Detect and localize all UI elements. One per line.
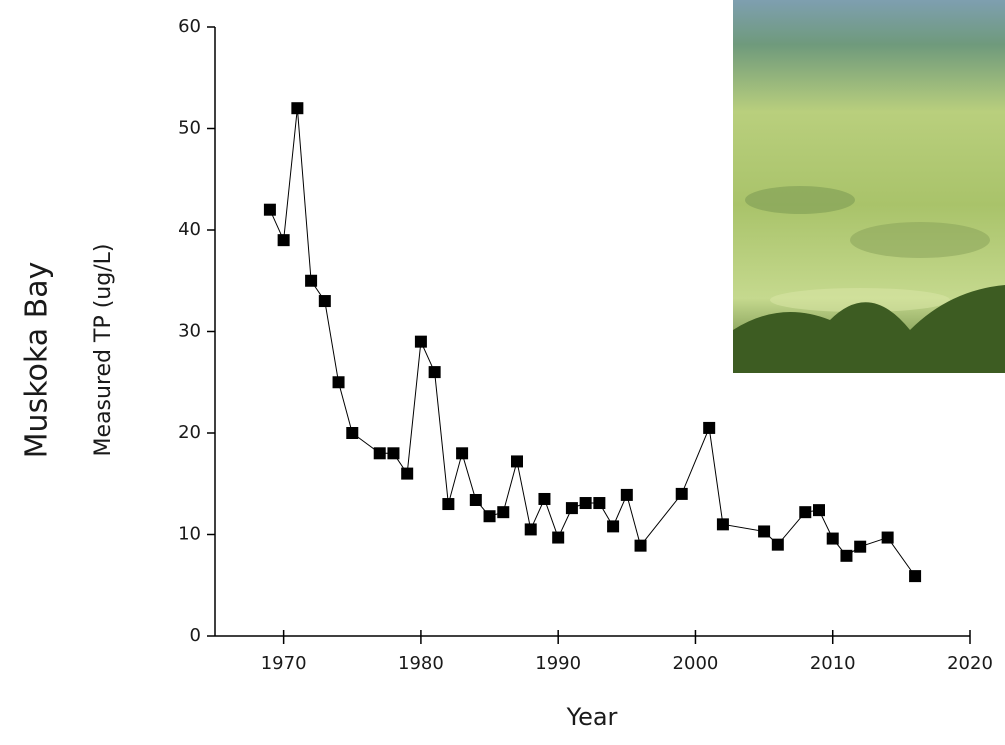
data-point — [374, 447, 386, 459]
x-tick-label: 1980 — [398, 653, 444, 674]
data-point — [264, 204, 276, 216]
data-point — [538, 493, 550, 505]
data-point — [552, 532, 564, 544]
y-axis-label: Measured TP (ug/L) — [91, 244, 116, 457]
y-tick-label: 30 — [178, 321, 201, 342]
data-point — [813, 504, 825, 516]
x-tick-label: 1970 — [261, 653, 307, 674]
data-point — [429, 366, 441, 378]
data-point — [676, 488, 688, 500]
data-point — [607, 520, 619, 532]
data-point — [772, 539, 784, 551]
data-point — [497, 506, 509, 518]
data-point — [703, 422, 715, 434]
lake-photo — [733, 0, 1005, 373]
x-tick-label: 1990 — [535, 653, 581, 674]
x-axis-label: Year — [566, 703, 618, 731]
data-point — [278, 234, 290, 246]
y-tick-label: 40 — [178, 219, 201, 240]
y-tick-label: 60 — [178, 16, 201, 37]
data-point — [593, 497, 605, 509]
y-tick-label: 0 — [190, 625, 201, 646]
data-point — [882, 532, 894, 544]
data-point — [291, 102, 303, 114]
data-point — [758, 525, 770, 537]
data-point — [840, 550, 852, 562]
y-tick-label: 10 — [178, 524, 201, 545]
data-point — [854, 541, 866, 553]
data-point — [456, 447, 468, 459]
data-point — [799, 506, 811, 518]
chart: Muskoka Bay Measured TP (ug/L) Year 0 10 2… — [0, 0, 1005, 741]
data-point — [525, 523, 537, 535]
x-tick-label: 2000 — [673, 653, 719, 674]
data-point — [415, 336, 427, 348]
data-point — [401, 468, 413, 480]
data-point — [319, 295, 331, 307]
y-tick-label: 20 — [178, 422, 201, 443]
data-point — [470, 494, 482, 506]
data-point — [621, 489, 633, 501]
y-tick-label: 50 — [178, 118, 201, 139]
data-point — [387, 447, 399, 459]
data-point — [580, 497, 592, 509]
data-point — [717, 518, 729, 530]
data-point — [827, 533, 839, 545]
x-tick-label: 2020 — [947, 653, 993, 674]
data-point — [305, 275, 317, 287]
group-label: Muskoka Bay — [20, 262, 55, 459]
data-point — [635, 540, 647, 552]
data-point — [333, 376, 345, 388]
data-point — [484, 510, 496, 522]
data-point — [909, 570, 921, 582]
data-point — [511, 455, 523, 467]
data-point — [346, 427, 358, 439]
x-tick-label: 2010 — [810, 653, 856, 674]
data-point — [442, 498, 454, 510]
data-point — [566, 502, 578, 514]
